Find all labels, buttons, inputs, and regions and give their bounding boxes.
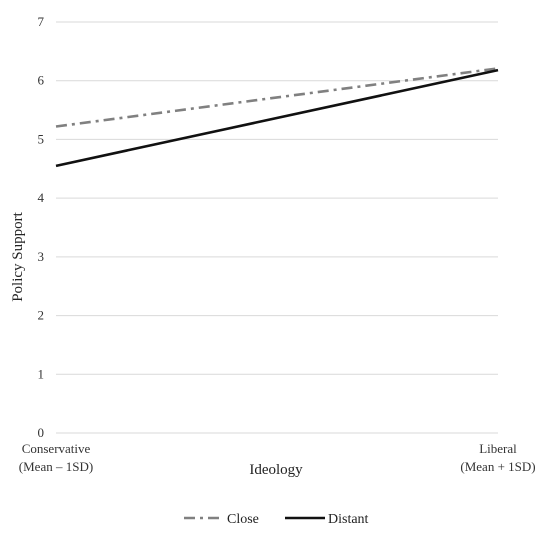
gridlines [56, 21, 498, 434]
y-tick-label: 5 [38, 131, 45, 146]
y-tick-label: 2 [38, 308, 45, 323]
x-tick-label: Liberal (Mean + 1SD) [460, 441, 535, 474]
series-line-distant [55, 68, 499, 168]
legend: Close Distant [184, 512, 369, 527]
y-tick-label: 6 [38, 73, 45, 88]
y-tick-label: 7 [38, 14, 45, 29]
x-tick-label: Conservative (Mean – 1SD) [19, 441, 93, 474]
series-line-close [55, 67, 499, 128]
x-axis-title: Ideology [249, 462, 303, 478]
legend-label-distant: Distant [328, 512, 369, 527]
y-axis-title: Policy Support [10, 211, 26, 301]
series-lines [55, 67, 499, 168]
y-tick-label: 0 [38, 425, 45, 440]
y-tick-label: 4 [38, 190, 45, 205]
y-tick-label: 1 [38, 366, 45, 381]
x-tick-labels: Conservative (Mean – 1SD) Liberal (Mean + 1… [19, 441, 536, 474]
y-tick-labels: 0 1 2 3 4 5 6 7 [38, 14, 45, 440]
legend-label-close: Close [227, 512, 259, 527]
y-tick-label: 3 [38, 249, 45, 264]
